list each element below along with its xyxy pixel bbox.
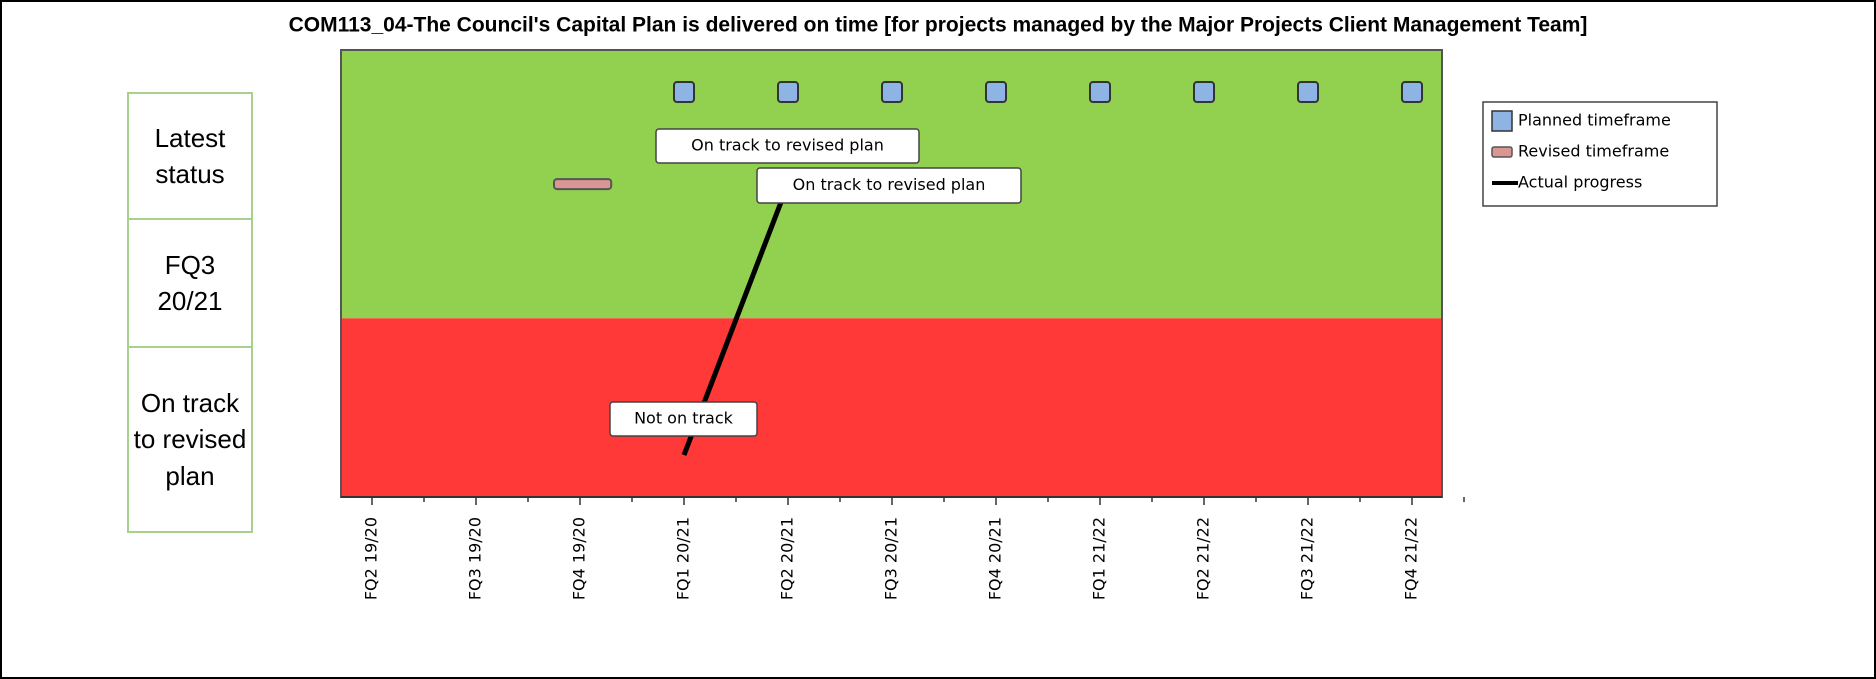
x-tick-label: FQ3 19/20 — [466, 517, 485, 600]
x-tick-label: FQ4 21/22 — [1402, 517, 1421, 600]
x-tick-label: FQ2 20/21 — [778, 517, 797, 600]
annotation-box — [609, 401, 758, 437]
planned-marker — [777, 81, 799, 104]
status-cell — [127, 218, 253, 348]
annotation-box — [655, 128, 920, 164]
legend-swatch — [1491, 146, 1513, 158]
status-wrap: FQ3 20/21 — [157, 249, 223, 316]
legend-box — [1482, 101, 1718, 207]
status-panel: Latest status FQ3 20/21 On track to revi… — [127, 92, 253, 533]
status-wrap: On track to revised plan — [133, 387, 247, 491]
annotation: On track to revised plan — [691, 136, 884, 155]
planned-marker — [985, 81, 1007, 104]
status-text: FQ3 20/21 — [157, 249, 223, 316]
annotation-box — [756, 167, 1022, 204]
x-tick-label: FQ3 21/22 — [1298, 517, 1317, 600]
x-tick-label: FQ2 21/22 — [1194, 517, 1213, 600]
x-tick-label: FQ3 20/21 — [882, 517, 901, 600]
status-wrap: Latest status — [154, 122, 226, 189]
chart: FQ2 19/20 FQ3 19/20 FQ4 19/20 FQ1 20/21 FQ2 … — [297, 36, 1768, 632]
planned-marker — [1193, 81, 1215, 104]
planned-marker — [673, 81, 695, 104]
x-tick-label: FQ4 19/20 — [570, 517, 589, 600]
status-band — [341, 318, 1442, 497]
legend-label: Revised timeframe — [1518, 142, 1669, 161]
x-tick-label: FQ2 19/20 — [362, 517, 381, 600]
legend-label: Planned timeframe — [1518, 111, 1671, 130]
planned-marker — [1089, 81, 1111, 104]
planned-marker — [1401, 81, 1423, 104]
legend-label: Actual progress — [1518, 173, 1642, 192]
planned-marker — [881, 81, 903, 104]
x-tick-label: FQ4 20/21 — [986, 517, 1005, 600]
planned-marker — [1297, 81, 1319, 104]
annotation: Not on track — [634, 409, 734, 428]
x-tick-label: FQ1 20/21 — [674, 517, 693, 600]
status-cell — [127, 92, 253, 220]
revised-bar — [553, 178, 613, 191]
status-text: Latest status — [154, 122, 226, 189]
x-tick-label: FQ1 21/22 — [1090, 517, 1109, 600]
annotation: On track to revised plan — [793, 175, 986, 194]
title: COM113_04-The Council's Capital Plan is … — [289, 14, 1588, 37]
status-text: On track to revised plan — [133, 387, 247, 491]
status-cell — [127, 346, 253, 533]
legend-swatch — [1491, 110, 1513, 132]
